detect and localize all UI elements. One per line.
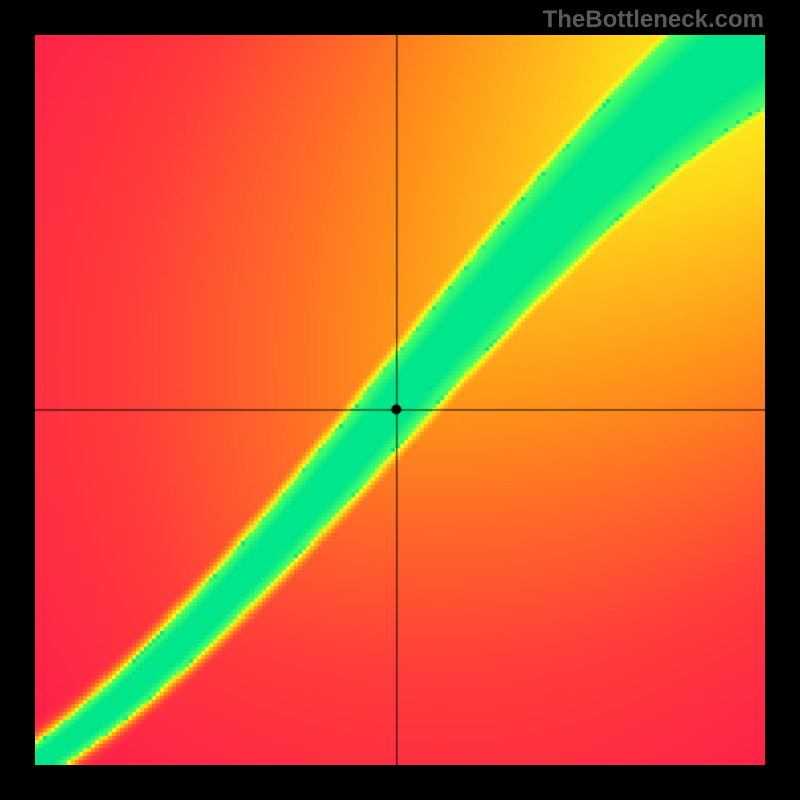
watermark-text: TheBottleneck.com — [543, 6, 764, 34]
chart-container: { "canvas": { "width": 800, "height": 80… — [0, 0, 800, 800]
bottleneck-heatmap — [35, 35, 765, 765]
